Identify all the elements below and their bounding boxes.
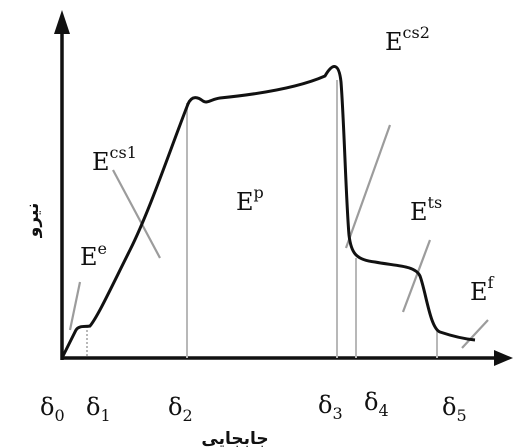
delta-2-base: δ [168,393,182,421]
label-plastic-sup: p [254,183,264,202]
delta-0-label: δ0 [40,393,65,425]
stiffness-line-e [68,281,82,331]
label-e-elastic-base: E [80,243,98,271]
label-plastic-base: E [236,188,254,216]
label-plastic: Ep [236,183,264,216]
y-axis-arrow [54,10,70,34]
label-e-elastic: Ee [80,239,107,271]
label-cs2-sup: cs2 [403,23,430,42]
stiffness-line-ts [401,239,432,313]
delta-guides [86,80,438,358]
stiffness-line-f [461,319,489,349]
stiffness-line-cs1 [112,169,161,259]
delta-5-sub: 5 [456,406,466,425]
label-fracture-sup: f [488,273,495,292]
delta-2-label: δ2 [168,393,193,425]
delta-3-sub: 3 [332,404,342,423]
label-ts: Ets [410,193,442,226]
label-e-elastic-sup: e [98,239,107,258]
delta-4-label: δ4 [364,388,389,420]
x-axis-title: جابجایی [201,429,268,448]
delta-1-sub: 1 [100,406,110,425]
label-cs2-base: E [385,28,403,56]
delta-0-sub: 0 [54,406,64,425]
delta-3-label: δ3 [318,391,343,423]
delta-0-base: δ [40,393,54,421]
stiffness-lines [68,124,489,349]
delta-5-base: δ [442,393,456,421]
delta-4-sub: 4 [378,401,388,420]
x-axis-arrow [494,350,513,366]
label-ts-base: E [410,198,428,226]
label-cs1-sup: cs1 [110,143,137,162]
label-fracture: Ef [470,273,495,306]
stiffness-line-cs2 [344,124,392,249]
label-ts-sup: ts [428,193,443,212]
label-cs2: Ecs2 [385,23,430,56]
label-fracture-base: E [470,278,488,306]
y-axis-title: نیرو [23,203,43,238]
delta-3-base: δ [318,391,332,419]
delta-5-label: δ5 [442,393,467,425]
delta-1-label: δ1 [86,393,111,425]
delta-2-sub: 2 [182,406,192,425]
label-cs1: Ecs1 [92,143,137,176]
force-displacement-curve [60,65,476,359]
delta-1-base: δ [86,393,100,421]
delta-4-base: δ [364,388,378,416]
label-cs1-base: E [92,148,110,176]
